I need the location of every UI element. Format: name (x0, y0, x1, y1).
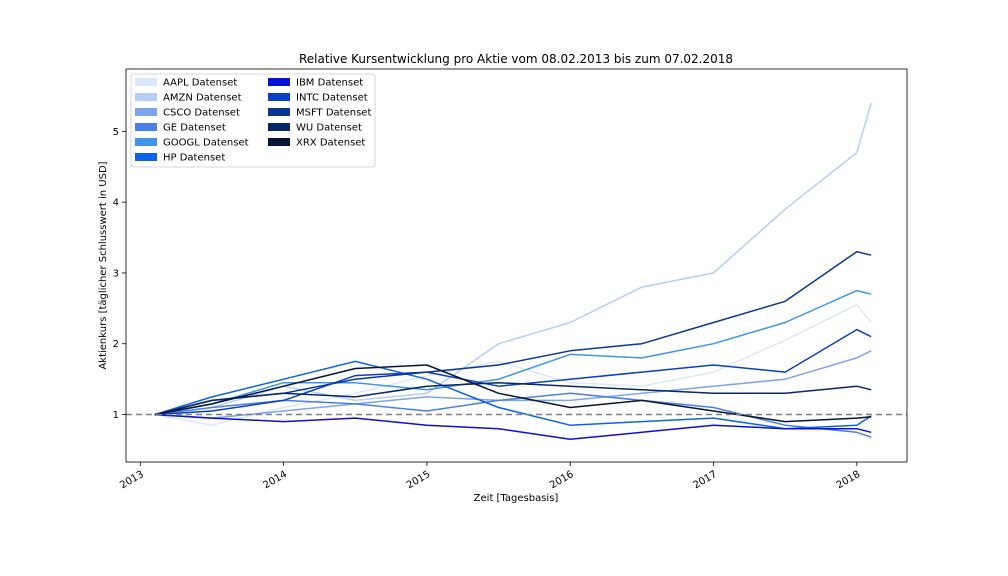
y-tick-label: 5 (113, 127, 119, 138)
legend-label: AAPL Datenset (163, 78, 237, 89)
legend-swatch (268, 78, 290, 86)
series-line-wu (154, 381, 872, 416)
series-line-intc (154, 328, 872, 416)
legend-swatch (268, 93, 290, 101)
legend-box (130, 73, 376, 168)
y-tick-label: 1 (113, 410, 119, 421)
legend-label: CSCO Datenset (163, 108, 240, 119)
legend-label: WU Datenset (296, 123, 362, 134)
y-axis-ticks: 1 2 3 4 5 (113, 127, 126, 421)
legend-label: XRX Datenset (296, 138, 365, 149)
series-line-xrx (154, 364, 872, 423)
chart-title: Relative Kursentwicklung pro Aktie vom 0… (299, 52, 733, 66)
legend-swatch (268, 108, 290, 116)
series-line-ibm (154, 413, 872, 441)
series-line-googl (154, 289, 872, 416)
legend-swatch (135, 123, 157, 131)
legend-label: AMZN Datenset (163, 93, 242, 104)
axes-frame (125, 68, 908, 463)
y-tick-label: 2 (113, 339, 119, 350)
legend-swatch (268, 138, 290, 146)
legend-swatch (135, 153, 157, 161)
y-axis-label: Aktienkurs [täglicher Schlusswert in USD… (98, 161, 109, 369)
legend-swatch (135, 138, 157, 146)
legend-items: AAPL Datenset AMZN Datenset CSCO Datenset G… (135, 78, 371, 164)
legend-label: HP Datenset (163, 153, 225, 164)
legend: AAPL Datenset AMZN Datenset CSCO Datenset G… (130, 73, 376, 168)
legend-label: MSFT Datenset (296, 108, 371, 119)
legend-swatch (135, 93, 157, 101)
y-tick-label: 4 (113, 198, 119, 209)
legend-swatch (135, 78, 157, 86)
x-axis-label: Zeit [Tagesbasis] (474, 493, 559, 504)
legend-label: INTC Datenset (296, 93, 368, 104)
series-layer (154, 102, 872, 441)
legend-swatch (135, 108, 157, 116)
series-line-aapl (154, 304, 872, 426)
legend-label: GOOGL Datenset (163, 138, 249, 149)
legend-label: GE Datenset (163, 123, 226, 134)
legend-label: IBM Datenset (296, 78, 363, 89)
y-tick-label: 3 (113, 268, 119, 279)
legend-swatch (268, 123, 290, 131)
